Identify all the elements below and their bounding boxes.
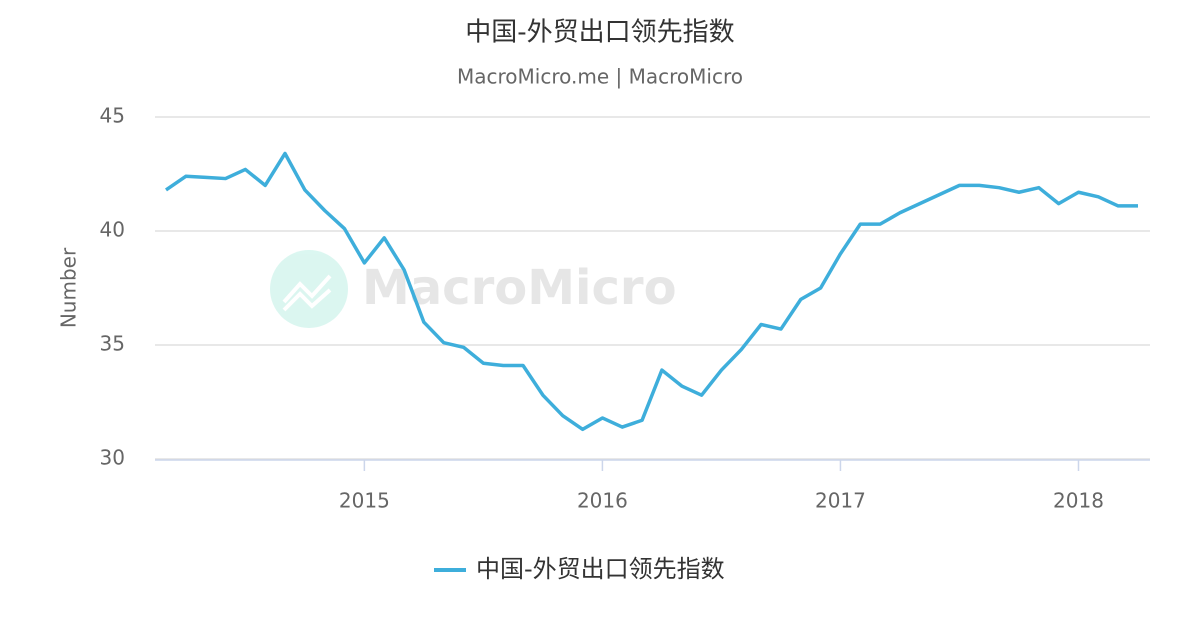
x-tick-label: 2017 bbox=[815, 489, 866, 513]
y-tick-label: 40 bbox=[100, 218, 125, 242]
line bbox=[165, 151, 1138, 432]
watermark: MacroMicro bbox=[362, 260, 677, 316]
y-tick-label: 45 bbox=[100, 104, 125, 128]
y-tick-label: 35 bbox=[100, 332, 125, 356]
chart-subtitle: MacroMicro.me | MacroMicro bbox=[457, 65, 743, 89]
x-tick-label: 2016 bbox=[577, 489, 628, 513]
x-tick-label: 2015 bbox=[339, 489, 390, 513]
legend-label: 中国-外贸出口领先指数 bbox=[476, 555, 725, 583]
y-axis-label: Number bbox=[57, 247, 81, 328]
x-tick-label: 2018 bbox=[1053, 489, 1104, 513]
y-tick-label: 30 bbox=[100, 446, 125, 470]
watermark-logo bbox=[270, 250, 348, 328]
chart-title: 中国-外贸出口领先指数 bbox=[465, 18, 734, 48]
